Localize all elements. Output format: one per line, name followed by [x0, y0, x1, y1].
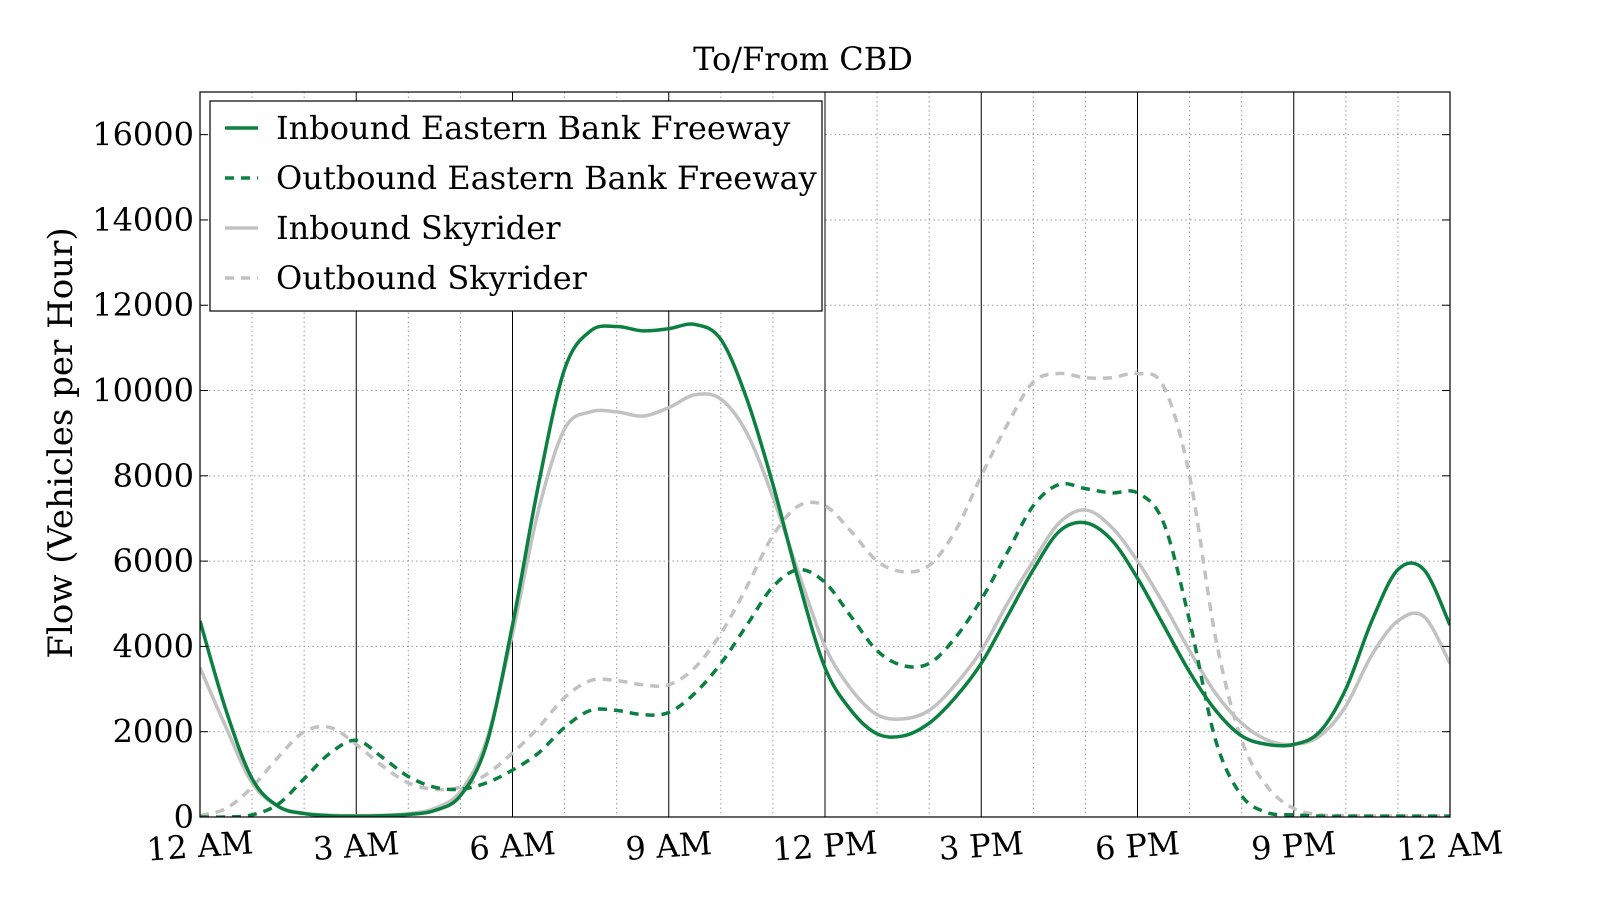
- y-tick-label: 6000: [113, 542, 194, 580]
- x-tick-label: 6 PM: [1094, 824, 1181, 868]
- x-tick-label: 3 PM: [938, 824, 1025, 868]
- y-tick-label: 4000: [113, 627, 194, 665]
- plot-frame: [199, 91, 1451, 818]
- y-tick-label: 12000: [92, 286, 194, 324]
- legend: Inbound Eastern Bank Freeway Outbound Eas…: [209, 100, 823, 312]
- x-tick-label: 3 AM: [312, 824, 401, 868]
- x-tick-label: 6 AM: [468, 824, 557, 868]
- x-tick-label: 9 AM: [624, 824, 713, 868]
- x-tick-label: 12 AM: [145, 823, 254, 868]
- axis-ticks: 12 AM 3 AM 6 AM 9 AM 12 PM 3 PM 6 PM 9 PM 12 AM0…: [92, 116, 1504, 869]
- legend-label: Inbound Skyrider: [276, 209, 561, 247]
- y-tick-label: 2000: [113, 713, 194, 751]
- y-axis-label: Flow (Vehicles per Hour): [41, 227, 81, 658]
- legend-label: Outbound Skyrider: [276, 259, 588, 297]
- series-line-1: [200, 481, 1450, 817]
- legend-label: Inbound Eastern Bank Freeway: [276, 109, 790, 147]
- series-line-0: [200, 322, 1450, 817]
- x-tick-label: 9 PM: [1250, 824, 1337, 868]
- y-tick-label: 8000: [113, 457, 194, 495]
- y-tick-label: 10000: [92, 372, 194, 410]
- x-tick-label: 12 PM: [771, 823, 879, 868]
- y-tick-label: 0: [174, 798, 194, 836]
- series-lines: [200, 322, 1450, 817]
- y-tick-label: 16000: [92, 116, 194, 154]
- y-tick-label: 14000: [92, 201, 194, 239]
- grid: [200, 92, 1450, 817]
- legend-label: Outbound Eastern Bank Freeway: [276, 159, 817, 197]
- x-tick-label: 12 AM: [1395, 823, 1504, 868]
- legend-box: [209, 100, 823, 312]
- chart-title: To/From CBD: [693, 40, 913, 78]
